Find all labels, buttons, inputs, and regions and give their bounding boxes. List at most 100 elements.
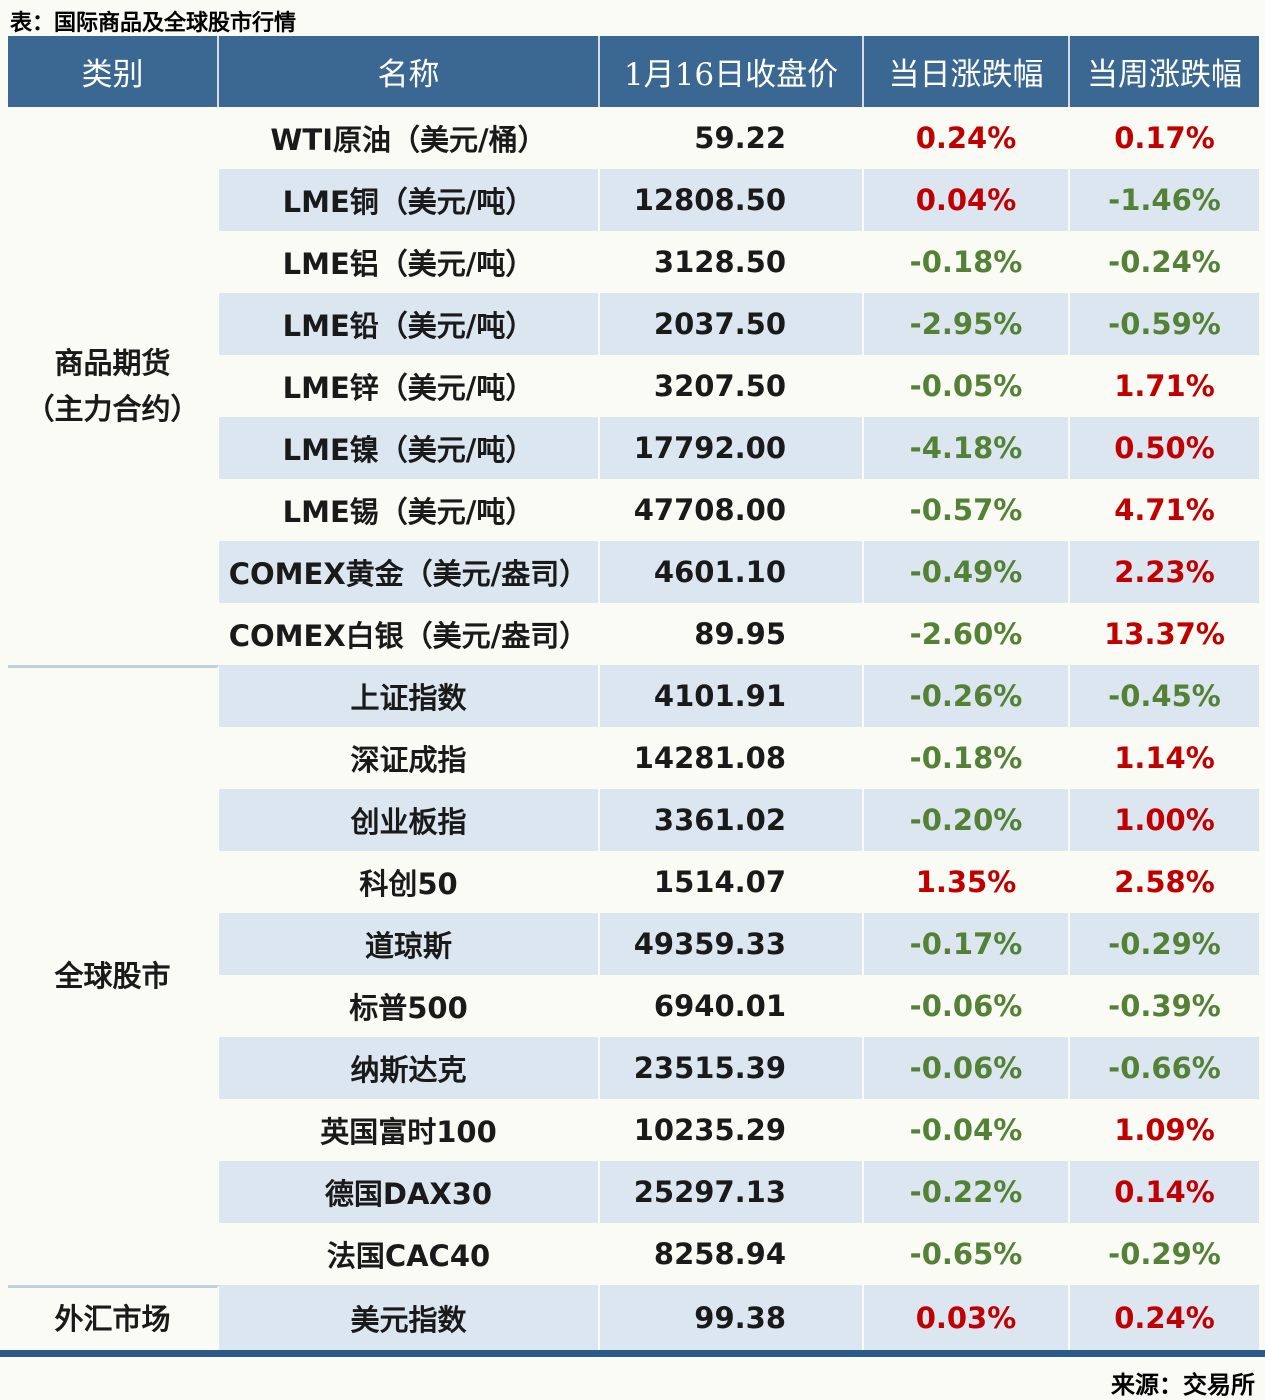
close-cell: 49359.33	[600, 913, 864, 975]
table-row: 全球股市 上证指数 4101.91 -0.26% -0.45%	[8, 665, 1259, 1285]
close-cell: 47708.00	[600, 479, 864, 541]
table-row: LME铝（美元/吨） 3128.50 -0.18% -0.24%	[8, 231, 1259, 293]
weekly-change-cell: 2.23%	[1070, 541, 1259, 603]
page-title: 表：国际商品及全球股市行情	[10, 11, 297, 36]
table-row: LME锡（美元/吨） 47708.00 -0.57% 4.71%	[8, 479, 1259, 541]
table-header-row: 类别 名称 1月16日收盘价 当日涨跌幅 当周涨跌幅	[8, 36, 1259, 107]
weekly-change-cell: 4.71%	[1114, 493, 1215, 527]
daily-change-cell: -0.18%	[864, 727, 1070, 789]
name-cell: 纳斯达克	[219, 1037, 600, 1099]
name-cell: LME锡（美元/吨）	[219, 479, 600, 541]
name-cell: 英国富时100	[219, 1099, 600, 1161]
table-row: COMEX黄金（美元/盎司） 4601.10 -0.49% 2.23%	[8, 541, 1259, 603]
table-row: 道琼斯 49359.33 -0.17% -0.29%	[8, 913, 1259, 975]
table-row: 标普500 6940.01 -0.06% -0.39%	[8, 975, 1259, 1037]
close-cell: 8258.94	[600, 1223, 864, 1285]
daily-change-cell: -0.22%	[864, 1161, 1070, 1223]
close-cell: 25297.13	[600, 1161, 864, 1223]
table-row: 法国CAC40 8258.94 -0.65% -0.29%	[8, 1223, 1259, 1285]
category-cell-global-stocks: 全球股市	[8, 665, 219, 1285]
name-cell: COMEX白银（美元/盎司）	[219, 603, 600, 665]
table-row: 创业板指 3361.02 -0.20% 1.00%	[8, 789, 1259, 851]
table-row: LME锌（美元/吨） 3207.50 -0.05% 1.71%	[8, 355, 1259, 417]
daily-change-cell: -0.06%	[864, 1037, 1070, 1099]
close-cell: 10235.29	[600, 1099, 864, 1161]
weekly-change-cell: -0.45%	[1070, 665, 1259, 727]
header-name: 名称	[219, 36, 600, 107]
close-cell: 1514.07	[600, 851, 864, 913]
weekly-change-cell: 13.37%	[1104, 617, 1225, 651]
daily-change-cell: -0.65%	[864, 1223, 1070, 1285]
category-cell-commodities: 商品期货 （主力合约）	[8, 107, 219, 665]
table-row: 英国富时100 10235.29 -0.04% 1.09%	[8, 1099, 1259, 1161]
daily-change-cell: -0.49%	[864, 541, 1070, 603]
name-cell: COMEX黄金（美元/盎司）	[219, 541, 600, 603]
table-row: LME铅（美元/吨） 2037.50 -2.95% -0.59%	[8, 293, 1259, 355]
close-cell: 17792.00	[600, 417, 864, 479]
header-close: 1月16日收盘价	[600, 36, 864, 107]
close-cell: 89.95	[600, 603, 864, 665]
weekly-change-cell: 1.00%	[1070, 789, 1259, 851]
header-weekly-change: 当周涨跌幅	[1070, 36, 1259, 107]
weekly-change-cell: -0.29%	[1108, 1237, 1221, 1271]
table-row: 外汇市场 美元指数 99.38 0.03% 0.24%	[8, 1285, 1259, 1350]
close-cell: 3128.50	[600, 231, 864, 293]
close-cell: 4101.91	[600, 665, 864, 727]
name-cell: LME铝（美元/吨）	[219, 231, 600, 293]
daily-change-cell: -0.17%	[864, 913, 1070, 975]
table-row: LME铜（美元/吨） 12808.50 0.04% -1.46%	[8, 169, 1259, 231]
name-cell: 标普500	[219, 975, 600, 1037]
weekly-change-cell: 0.17%	[1114, 121, 1215, 155]
close-cell: 6940.01	[600, 975, 864, 1037]
name-cell: 德国DAX30	[219, 1161, 600, 1223]
name-cell: 美元指数	[219, 1285, 600, 1350]
close-cell: 99.38	[600, 1285, 864, 1350]
name-cell: LME铜（美元/吨）	[219, 169, 600, 231]
daily-change-cell: -0.05%	[864, 355, 1070, 417]
table-row: 深证成指 14281.08 -0.18% 1.14%	[8, 727, 1259, 789]
name-cell: 道琼斯	[219, 913, 600, 975]
category-line: 外汇市场	[54, 1301, 171, 1336]
daily-change-cell: 0.03%	[864, 1285, 1070, 1350]
close-cell: 3207.50	[600, 355, 864, 417]
daily-change-cell: 0.24%	[864, 107, 1070, 169]
close-cell: 23515.39	[600, 1037, 864, 1099]
daily-change-cell: -0.20%	[864, 789, 1070, 851]
table-row: 德国DAX30 25297.13 -0.22% 0.14%	[8, 1161, 1259, 1223]
weekly-change-cell: 1.71%	[1114, 369, 1215, 403]
weekly-change-cell: 0.50%	[1070, 417, 1259, 479]
name-cell: WTI原油（美元/桶）	[219, 107, 600, 169]
category-line: 商品期货	[54, 345, 171, 380]
name-cell: 深证成指	[219, 727, 600, 789]
close-cell: 14281.08	[600, 727, 864, 789]
daily-change-cell: -2.95%	[864, 293, 1070, 355]
table-row: 科创50 1514.07 1.35% 2.58%	[8, 851, 1259, 913]
weekly-change-cell: -1.46%	[1070, 169, 1259, 231]
close-cell: 4601.10	[600, 541, 864, 603]
weekly-change-cell: 1.09%	[1114, 1113, 1215, 1147]
daily-change-cell: -2.60%	[864, 603, 1070, 665]
name-cell: LME铅（美元/吨）	[219, 293, 600, 355]
weekly-change-cell: 1.14%	[1114, 741, 1215, 775]
name-cell: LME锌（美元/吨）	[219, 355, 600, 417]
close-cell: 12808.50	[600, 169, 864, 231]
name-cell: LME镍（美元/吨）	[219, 417, 600, 479]
header-daily-change: 当日涨跌幅	[864, 36, 1070, 107]
close-cell: 2037.50	[600, 293, 864, 355]
daily-change-cell: 1.35%	[864, 851, 1070, 913]
close-cell: 59.22	[600, 107, 864, 169]
weekly-change-cell: 2.58%	[1114, 865, 1215, 899]
table-row: 商品期货 （主力合约） WTI原油（美元/桶） 59.22 0.24% 0.17…	[8, 107, 1259, 665]
quotes-table: 类别 名称 1月16日收盘价 当日涨跌幅 当周涨跌幅 商品期货 （主力合约） W…	[8, 36, 1259, 1350]
table-bottom-border	[0, 1350, 1265, 1357]
weekly-change-cell: -0.24%	[1108, 245, 1221, 279]
daily-change-cell: 0.04%	[864, 169, 1070, 231]
daily-change-cell: -0.04%	[864, 1099, 1070, 1161]
weekly-change-cell: -0.66%	[1070, 1037, 1259, 1099]
category-cell-forex: 外汇市场	[8, 1285, 219, 1350]
daily-change-cell: -0.18%	[864, 231, 1070, 293]
weekly-change-cell: 0.14%	[1070, 1161, 1259, 1223]
header-category: 类别	[8, 36, 219, 107]
name-cell: 法国CAC40	[219, 1223, 600, 1285]
source-label: 来源：交易所	[1111, 1371, 1255, 1399]
